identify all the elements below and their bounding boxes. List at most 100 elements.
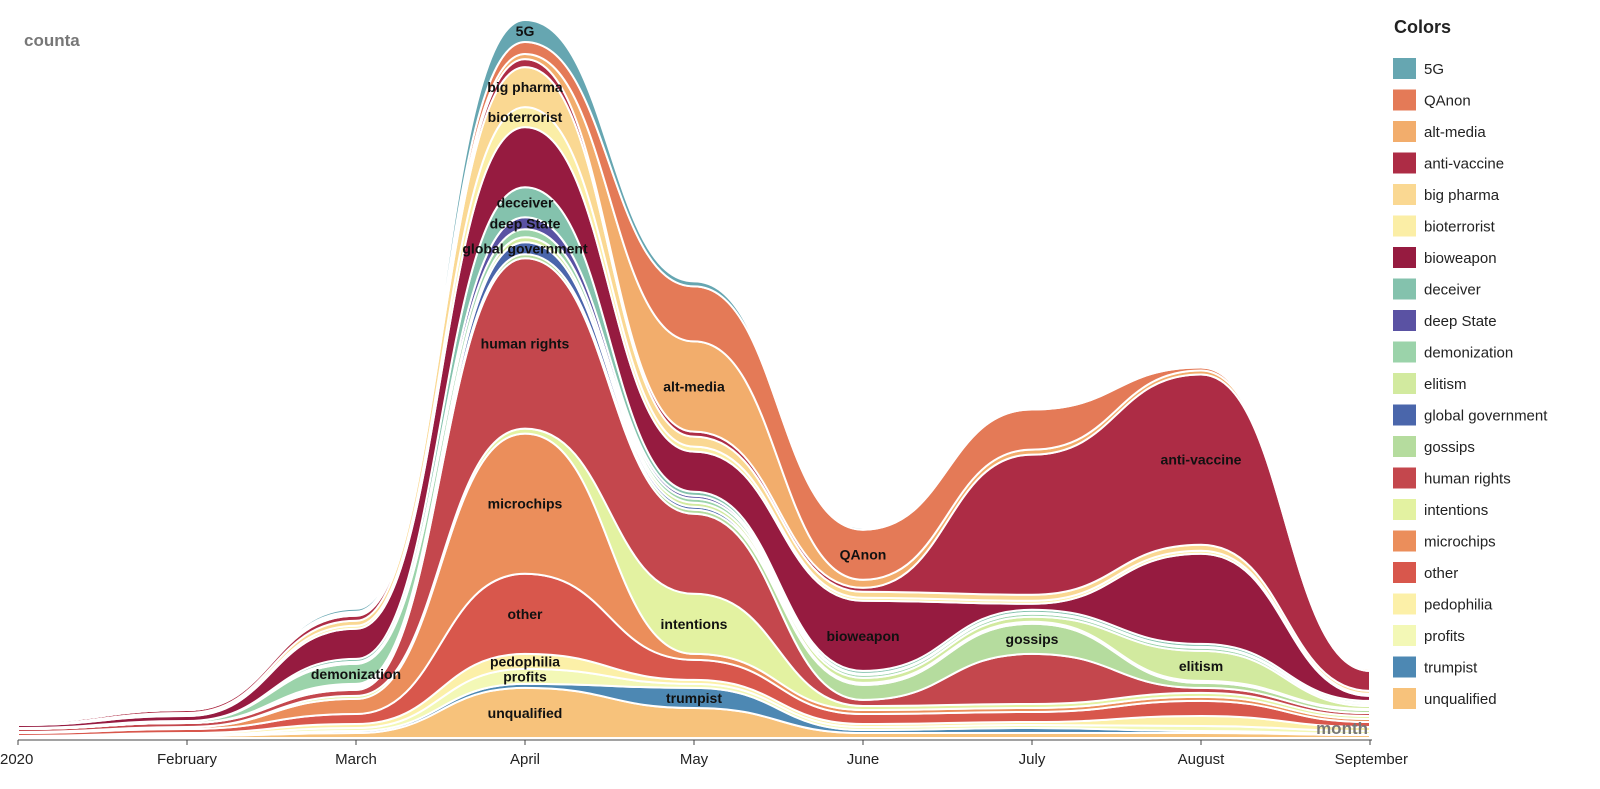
x-tick-label-may: May [680, 751, 709, 768]
legend-label: big pharma [1424, 187, 1500, 204]
x-tick-label-august: August [1178, 751, 1226, 768]
stream-5g [17, 18, 1371, 723]
legend-label: trumpist [1424, 660, 1478, 677]
legend-item-gossips[interactable]: gossips [1393, 436, 1475, 457]
stream-label-other: other [508, 606, 544, 622]
legend-label: human rights [1424, 471, 1511, 488]
stream-label-elitism: elitism [1179, 658, 1223, 674]
legend-title: Colors [1394, 17, 1451, 37]
legend-label: elitism [1424, 376, 1467, 393]
legend-item-anti-vaccine[interactable]: anti-vaccine [1393, 152, 1504, 174]
legend-item-unqualified[interactable]: unqualified [1393, 688, 1497, 709]
stream-label-human-rights: human rights [481, 336, 570, 352]
legend-label: unqualified [1424, 691, 1497, 708]
legend-swatch [1393, 688, 1416, 709]
legend-label: alt-media [1424, 124, 1486, 141]
legend-item-global-government[interactable]: global government [1393, 404, 1548, 426]
legend-label: deceiver [1424, 282, 1481, 299]
legend-label: QAnon [1424, 93, 1471, 110]
stream-label-deep-state: deep State [490, 215, 561, 231]
stream-label-bioterrorist: bioterrorist [488, 109, 563, 125]
x-axis-title: month [1316, 719, 1368, 738]
stream-label-pedophilia: pedophilia [490, 653, 560, 669]
legend-label: 5G [1424, 61, 1444, 78]
stream-label-intentions: intentions [661, 616, 728, 632]
legend-swatch [1393, 310, 1416, 331]
legend-swatch [1393, 247, 1416, 268]
legend-label: global government [1424, 408, 1548, 425]
legend-swatch [1393, 625, 1416, 646]
legend-item-microchips[interactable]: microchips [1393, 530, 1496, 552]
legend-item-profits[interactable]: profits [1393, 625, 1465, 646]
legend-swatch [1393, 121, 1416, 142]
stream-label-gossips: gossips [1006, 631, 1059, 647]
stream-label-5g: 5G [516, 23, 535, 39]
legend-label: anti-vaccine [1424, 156, 1504, 173]
legend-swatch [1393, 58, 1416, 79]
legend-swatch [1393, 341, 1416, 363]
x-tick-label-june: June [847, 751, 880, 768]
legend-swatch [1393, 467, 1416, 489]
legend-item-pedophilia[interactable]: pedophilia [1393, 593, 1493, 615]
stream-label-qanon: QAnon [840, 547, 887, 563]
legend-label: profits [1424, 628, 1465, 645]
stream-label-profits: profits [503, 668, 547, 684]
legend-item-bioweapon[interactable]: bioweapon [1393, 247, 1497, 268]
x-tick-label-february: February [157, 751, 218, 768]
legend-label: demonization [1424, 345, 1513, 362]
legend-item-elitism[interactable]: elitism [1393, 373, 1467, 394]
legend-item-trumpist[interactable]: trumpist [1393, 656, 1478, 678]
legend-label: pedophilia [1424, 597, 1493, 614]
stream-label-anti-vaccine: anti-vaccine [1161, 452, 1242, 468]
stream-label-alt-media: alt-media [663, 379, 725, 395]
legend-swatch [1393, 562, 1416, 583]
legend-swatch [1393, 215, 1416, 237]
legend-item-deceiver[interactable]: deceiver [1393, 278, 1481, 300]
x-tick-label-july: July [1019, 751, 1046, 768]
stream-label-bioweapon: bioweapon [826, 628, 899, 644]
stream-label-global-government: global government [462, 240, 588, 256]
legend-item-5g[interactable]: 5G [1393, 58, 1444, 79]
legend-swatch [1393, 278, 1416, 300]
legend-item-deep-state[interactable]: deep State [1393, 310, 1497, 331]
stream-labels-layer: human rights microchips other alt-media big … [311, 23, 1242, 721]
legend-swatch [1393, 404, 1416, 426]
x-tick-label-april: April [510, 751, 540, 768]
legend-label: bioweapon [1424, 250, 1497, 267]
legend: 5G QAnon alt-media anti-vaccine big pharma bi… [1393, 58, 1548, 709]
stream-label-microchips: microchips [488, 496, 563, 512]
legend-item-intentions[interactable]: intentions [1393, 499, 1488, 520]
stream-label-trumpist: trumpist [666, 690, 722, 706]
legend-item-other[interactable]: other [1393, 562, 1458, 583]
legend-swatch [1393, 656, 1416, 678]
legend-label: microchips [1424, 534, 1496, 551]
x-tick-label-march: March [335, 751, 377, 768]
legend-label: gossips [1424, 439, 1475, 456]
legend-item-demonization[interactable]: demonization [1393, 341, 1513, 363]
legend-item-alt-media[interactable]: alt-media [1393, 121, 1486, 142]
legend-label: bioterrorist [1424, 219, 1496, 236]
legend-swatch [1393, 89, 1416, 111]
legend-swatch [1393, 152, 1416, 174]
legend-swatch [1393, 499, 1416, 520]
legend-swatch [1393, 373, 1416, 394]
streams-layer [17, 18, 1371, 740]
legend-label: other [1424, 565, 1458, 582]
legend-item-qanon[interactable]: QAnon [1393, 89, 1471, 111]
legend-label: intentions [1424, 502, 1488, 519]
legend-swatch [1393, 593, 1416, 615]
x-tick-label-september: September [1335, 751, 1408, 768]
legend-swatch [1393, 436, 1416, 457]
legend-label: deep State [1424, 313, 1497, 330]
legend-item-bioterrorist[interactable]: bioterrorist [1393, 215, 1496, 237]
legend-item-human-rights[interactable]: human rights [1393, 467, 1511, 489]
stream-label-deceiver: deceiver [497, 194, 554, 210]
x-tick-label-2020: 2020 [0, 751, 33, 768]
legend-item-big-pharma[interactable]: big pharma [1393, 184, 1500, 205]
stream-label-demonization: demonization [311, 666, 401, 682]
y-axis-title: counta [24, 31, 80, 50]
legend-swatch [1393, 530, 1416, 552]
stream-label-big-pharma: big pharma [487, 79, 563, 95]
x-axis-ticks: 2020 February March April May June July August S… [0, 740, 1408, 768]
